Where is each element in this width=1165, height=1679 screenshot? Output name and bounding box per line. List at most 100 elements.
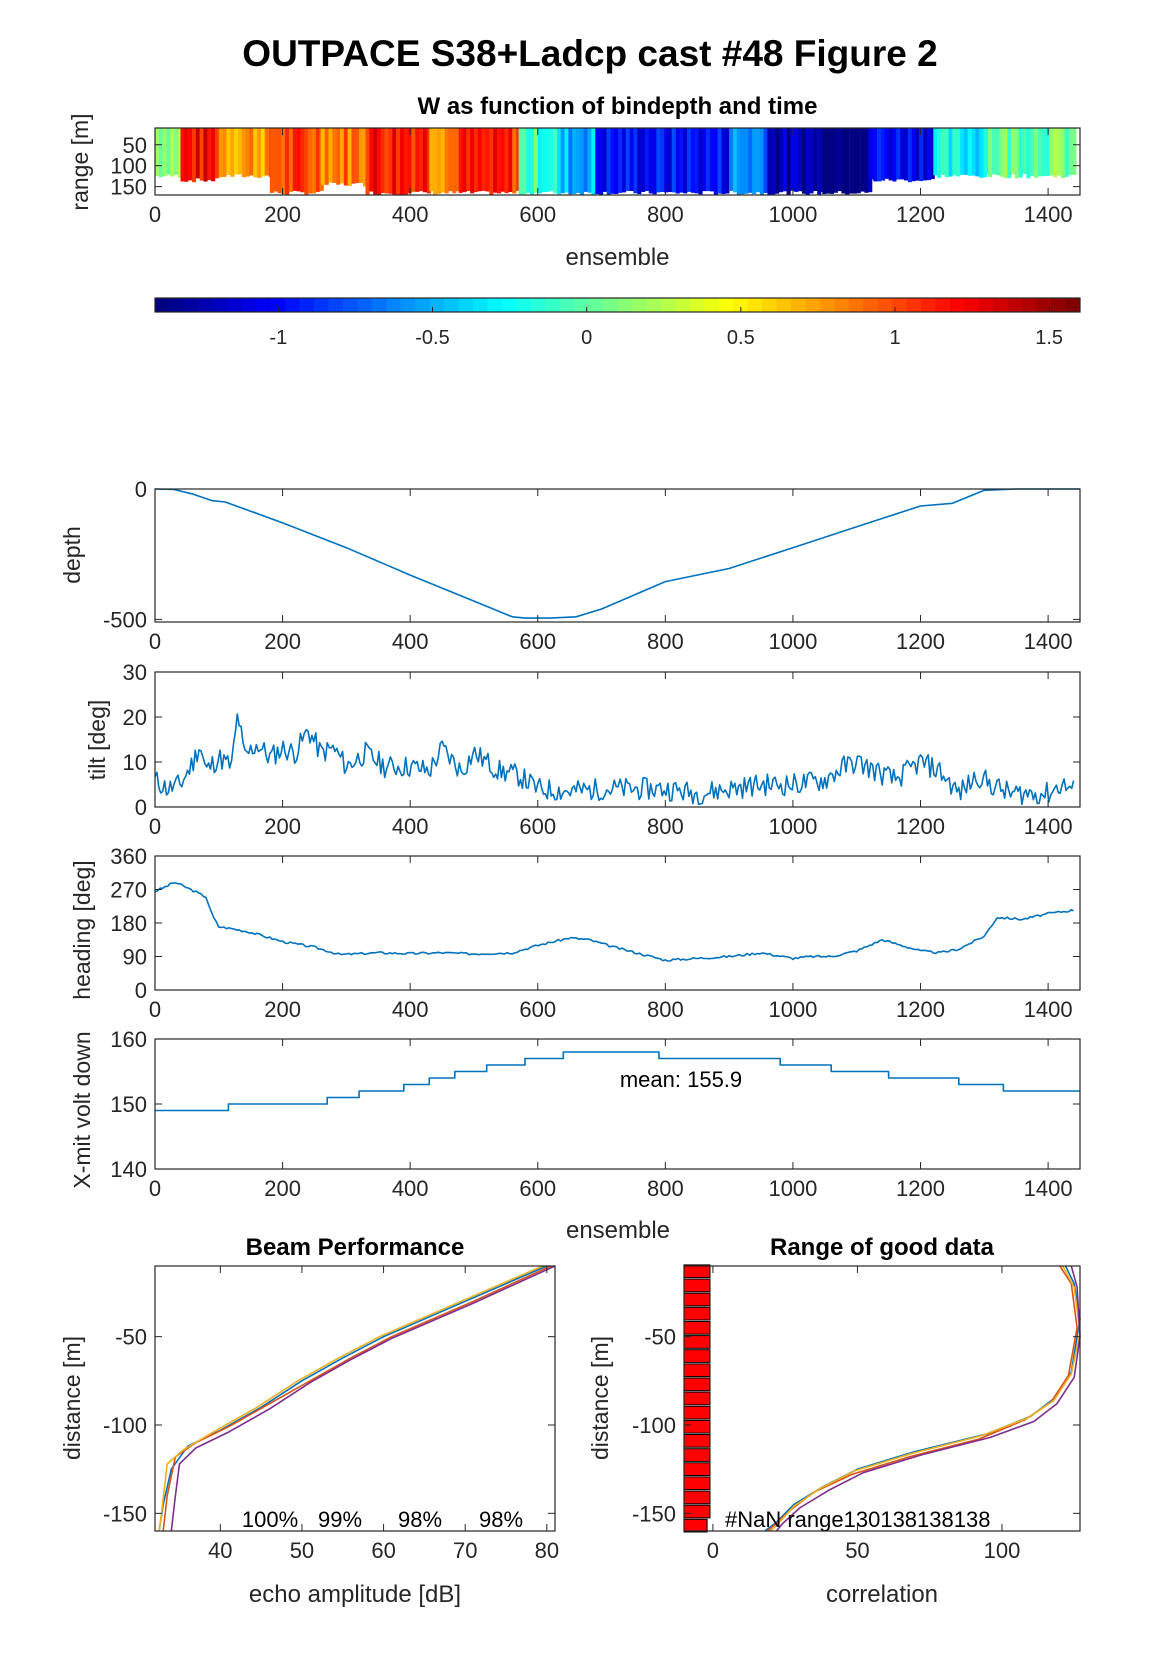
beam-xtick-label: 60 <box>371 1538 395 1563</box>
colorbar-swatch <box>314 298 329 312</box>
w-heatmap-cell <box>771 128 776 195</box>
w-heatmap-cell <box>721 128 726 194</box>
w-heatmap-cell <box>752 128 757 195</box>
w-heatmap-cell <box>359 128 364 184</box>
colorbar-swatch <box>400 298 416 312</box>
beam-ytick-label: -150 <box>103 1501 147 1526</box>
colorbar-swatch <box>256 298 272 312</box>
beam-axes-frame <box>154 1265 556 1532</box>
w-heatmap-cell <box>933 128 938 176</box>
range-series-line <box>764 1265 1081 1532</box>
colorbar-swatch <box>949 298 965 312</box>
w-heatmap-cell <box>822 128 827 194</box>
beam-percent-label: 98% <box>479 1507 523 1532</box>
w-heatmap-cell <box>174 128 179 175</box>
w-heatmap-cell <box>237 128 242 175</box>
colorbar-swatch <box>675 298 691 312</box>
heading-panel: 0 200 400 600 800 1000 1200 1400 0 90 180 270 360 hea… <box>69 844 1081 1022</box>
colorbar-swatch <box>993 298 1009 312</box>
w-heatmap-cell <box>694 128 699 194</box>
colorbar-swatch <box>935 298 951 312</box>
range-bar <box>683 1476 711 1491</box>
w-heatmap-cell <box>1034 128 1039 178</box>
w-heatmap-cell <box>454 128 459 192</box>
heading_panel-xtick-label: 1000 <box>768 997 817 1022</box>
w-heatmap-cell <box>433 128 438 195</box>
w-heatmap-cell <box>568 128 573 195</box>
tilt_panel-ytick-label: 20 <box>123 705 147 730</box>
colorbar-swatch <box>1007 298 1023 312</box>
range-bar <box>683 1462 711 1477</box>
heading_panel-xtick-label: 1400 <box>1024 997 1073 1022</box>
w-heatmap-cell <box>729 128 734 191</box>
w-heatmap-cell <box>963 128 968 175</box>
w-heatmap-cell <box>923 128 928 181</box>
w-heatmap-cell <box>845 128 850 195</box>
w-heatmap-cell <box>952 128 957 176</box>
w-heatmap-cell <box>218 128 223 178</box>
w-heatmap-cell <box>533 128 538 193</box>
w-xtick-label: 800 <box>647 202 684 227</box>
w-heatmap-cell <box>324 128 329 185</box>
range-ytick-label: -150 <box>632 1501 676 1526</box>
w-heatmap-cell <box>988 128 993 178</box>
w-heatmap-cell <box>614 128 619 194</box>
tilt-ylabel: tilt [deg] <box>84 700 110 781</box>
colorbar-swatch <box>328 298 344 312</box>
w-xtick-label: 1400 <box>1024 202 1073 227</box>
w-heatmap-cell <box>713 128 718 195</box>
w-heatmap-cell <box>257 128 262 178</box>
depth_panel-xtick-label: 1400 <box>1024 629 1073 654</box>
w-heatmap-cell <box>365 128 370 195</box>
w-heatmap-cell <box>629 128 634 191</box>
w-heatmap-cell <box>805 128 810 195</box>
w-heatmap-cell <box>1011 128 1016 175</box>
w-heatmap-cell <box>545 128 550 192</box>
w-heatmap-cell <box>915 128 920 181</box>
w-heatmap-cell <box>992 128 997 175</box>
colorbar-swatch <box>617 298 633 312</box>
w-heatmap-cell <box>1030 128 1035 176</box>
w-heatmap-cell <box>763 128 768 193</box>
range-bar <box>683 1306 711 1321</box>
w-heatmap-cell <box>184 128 189 182</box>
tilt_panel-xtick-label: 600 <box>519 814 556 839</box>
w-heatmap-cell <box>560 128 565 194</box>
w-heatmap-cell <box>556 128 561 195</box>
colorbar-swatch <box>169 298 185 312</box>
heading_panel-ytick-label: 180 <box>110 911 147 936</box>
colorbar-swatch <box>516 298 532 312</box>
w-heatmap-cell <box>587 128 592 193</box>
range-ylabel: distance [m] <box>587 1336 613 1460</box>
w-ytick-label: 150 <box>110 175 147 200</box>
tilt_panel-xtick-label: 400 <box>392 814 429 839</box>
w-heatmap-cell <box>207 128 212 181</box>
colorbar-swatch <box>530 298 546 312</box>
w-heatmap-cell <box>422 128 427 193</box>
beam-percent-label: 98% <box>398 1507 442 1532</box>
depth_panel-xtick-label: 600 <box>519 629 556 654</box>
colorbar-swatch <box>632 298 647 312</box>
depth_panel-xtick-label: 1200 <box>896 629 945 654</box>
w-heatmap-cell <box>452 128 457 194</box>
w-heatmap-cell <box>230 128 235 177</box>
tilt_panel-xtick-label: 0 <box>149 814 161 839</box>
w-heatmap-cell <box>440 128 445 193</box>
colorbar-swatch <box>487 298 503 312</box>
w-xtick-label: 1000 <box>768 202 817 227</box>
colorbar-swatch <box>747 298 763 312</box>
w-heatmap-cell <box>429 128 434 192</box>
beam-series-line <box>162 1265 552 1532</box>
w-heatmap-cell <box>710 128 715 192</box>
w-heatmap-cell <box>1041 128 1046 177</box>
range-bar <box>683 1377 711 1392</box>
w-axes-frame <box>154 127 1081 196</box>
w-heatmap-cell <box>426 128 431 194</box>
w-heatmap-cell <box>500 128 505 192</box>
w-heatmap-cell <box>180 128 185 182</box>
w-heatmap-cell <box>794 128 799 192</box>
w-heatmap-cell <box>522 128 527 195</box>
colorbar-swatch <box>501 298 517 312</box>
colorbar-swatch <box>892 298 908 312</box>
w-heatmap-cell <box>873 128 878 182</box>
